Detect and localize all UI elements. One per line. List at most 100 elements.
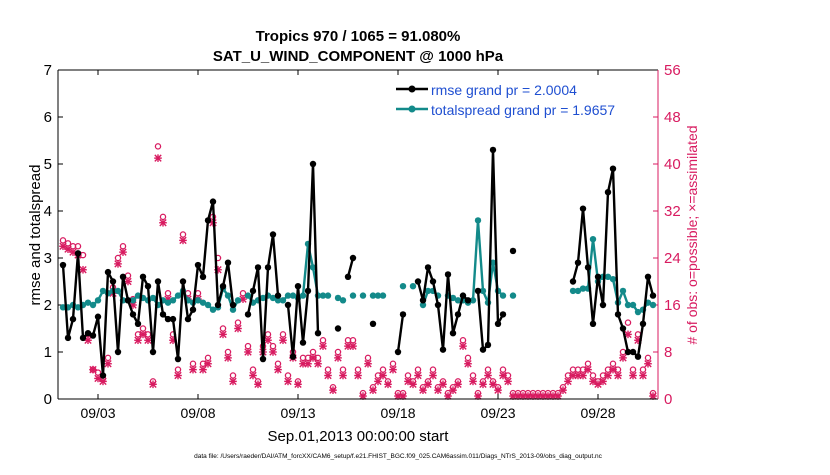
totalspread-point <box>129 297 137 304</box>
obs-assimilated-marker <box>369 386 377 394</box>
rmse-point <box>259 355 267 363</box>
rmse-point <box>134 320 142 327</box>
totalspread-point <box>419 301 427 309</box>
rmse-point <box>84 330 92 337</box>
rmse-point <box>59 261 67 269</box>
obs-assimilated-marker <box>99 377 107 386</box>
totalspread-point <box>84 299 92 306</box>
totalspread-point <box>99 287 107 295</box>
obs-assimilated-marker <box>484 371 492 380</box>
obs-assimilated-marker <box>144 336 152 345</box>
obs-assimilated-marker <box>104 359 112 368</box>
x-tick-label: 09/23 <box>480 405 515 421</box>
obs-assimilated-marker <box>114 260 122 268</box>
obs-assimilated-marker <box>324 371 332 380</box>
rmse-point <box>269 231 277 238</box>
obs-assimilated-marker <box>584 365 592 374</box>
rmse-point <box>209 198 217 205</box>
totalspread-point <box>114 287 122 295</box>
obs-assimilated-marker <box>599 377 607 386</box>
obs-assimilated-marker <box>494 386 502 394</box>
rmse-point <box>104 268 112 276</box>
totalspread-point <box>629 301 637 309</box>
obs-assimilated-marker <box>309 354 317 362</box>
obs-assimilated-marker <box>379 371 387 380</box>
totalspread-point <box>234 297 242 304</box>
totalspread-point <box>339 297 347 304</box>
rmse-point <box>314 330 322 337</box>
series-lines <box>59 146 657 379</box>
obs-possible-marker <box>154 143 162 150</box>
rmse-point <box>369 320 377 327</box>
rmse-point <box>649 292 657 299</box>
rmse-point <box>249 287 257 295</box>
rmse-point <box>194 261 202 269</box>
rmse-point <box>264 264 272 271</box>
obs-assimilated-marker <box>389 365 397 374</box>
y-left-tick-label: 2 <box>44 297 52 314</box>
obs-assimilated-marker <box>449 386 457 394</box>
obs-assimilated-marker <box>64 245 72 253</box>
obs-assimilated-marker <box>79 265 87 274</box>
rmse-point <box>584 264 592 271</box>
obs-assimilated-marker <box>464 359 472 368</box>
totalspread-point <box>289 292 297 299</box>
totalspread-point <box>174 292 182 299</box>
obs-assimilated-marker <box>589 377 597 386</box>
y-left-tick-label: 1 <box>44 344 52 361</box>
y-left-tick-label: 5 <box>44 156 52 173</box>
obs-assimilated-marker <box>124 277 132 286</box>
totalspread-point <box>274 297 282 304</box>
obs-assimilated-marker <box>609 365 617 374</box>
rmse-point <box>304 287 312 295</box>
rmse-point <box>419 297 427 304</box>
x-axis-label: Sep.01,2013 00:00:00 start <box>268 428 450 445</box>
obs-assimilated-marker <box>374 377 382 386</box>
obs-assimilated-marker <box>154 154 162 162</box>
obs-assimilated-marker <box>644 359 652 368</box>
totalspread-point <box>334 294 342 302</box>
totalspread-point <box>589 236 597 243</box>
rmse-point <box>449 330 457 337</box>
obs-assimilated-marker <box>364 359 372 368</box>
rmse-point <box>399 311 407 318</box>
obs-assimilated-marker <box>199 365 207 374</box>
rmse-point <box>394 348 402 356</box>
legend-spread-label: totalspread grand pr = 1.9657 <box>431 102 615 118</box>
y-right-tick-label: 40 <box>664 156 681 173</box>
rmse-point <box>79 334 87 342</box>
y-right-tick-label: 32 <box>664 203 681 220</box>
obs-assimilated-marker <box>189 365 197 374</box>
totalspread-point <box>374 292 382 299</box>
legend-spread-marker <box>408 105 416 113</box>
rmse-point <box>349 254 357 262</box>
rmse-point <box>444 271 452 278</box>
rmse-point <box>644 273 652 280</box>
rmse-point <box>309 160 317 168</box>
totalspread-point <box>359 292 367 299</box>
obs-assimilated-marker <box>274 365 282 374</box>
totalspread-point <box>609 275 617 283</box>
rmse-point <box>69 315 77 323</box>
x-tick-label: 09/03 <box>80 405 115 421</box>
rmse-point <box>114 348 122 356</box>
rmse-point <box>199 273 207 280</box>
rmse-point <box>219 283 227 290</box>
legend-box <box>388 76 652 120</box>
obs-assimilated-marker <box>319 342 327 350</box>
rmse-point <box>594 273 602 280</box>
rmse-point <box>299 339 307 346</box>
totalspread-point <box>164 299 172 306</box>
rmse-point <box>429 278 437 285</box>
totalspread-point <box>499 292 507 299</box>
y-axis-right-label: # of obs: o=possible; ×=assimilated <box>684 125 700 344</box>
rmse-point <box>609 165 617 172</box>
obs-assimilated-marker <box>204 359 212 368</box>
rmse-point <box>599 301 607 309</box>
totalspread-point <box>619 287 627 295</box>
obs-assimilated-marker <box>459 342 467 350</box>
totalspread-point <box>149 294 157 302</box>
totalspread-point <box>284 292 292 299</box>
